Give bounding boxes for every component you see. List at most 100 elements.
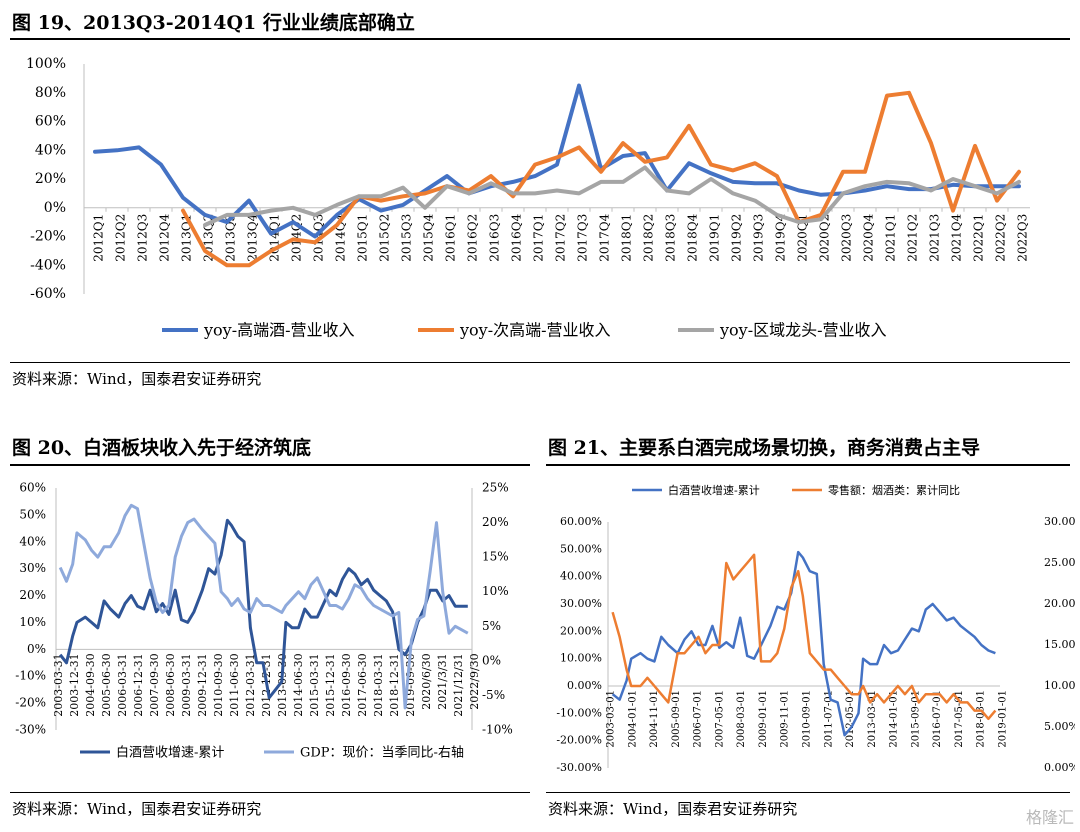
series-line — [181, 90, 1021, 268]
y2-tick-label: -5% — [482, 688, 505, 702]
y2-tick-label: 25.00% — [1044, 556, 1075, 569]
fig20-source: 资料来源：Wind，国泰君安证券研究 — [12, 800, 262, 818]
x-tick-label: 2017Q3 — [576, 214, 590, 262]
y-tick-label: -30% — [15, 723, 46, 737]
x-tick-label: 2009-12-31 — [196, 653, 209, 716]
x-tick-label: 2019-01-01 — [998, 690, 1009, 748]
x-tick-label: 2015Q4 — [422, 213, 436, 261]
y-tick-label: 0% — [27, 642, 46, 656]
y-tick-label: 50.00% — [560, 542, 602, 555]
y2-tick-label: 0.00% — [1044, 761, 1075, 774]
y-tick-label: 60% — [35, 114, 66, 130]
x-tick-label: 2018-03-31 — [372, 653, 385, 716]
x-tick-label: 2015Q2 — [378, 214, 392, 262]
x-tick-label: 2017Q2 — [554, 214, 568, 262]
x-tick-label: 2016Q4 — [510, 213, 524, 261]
x-tick-label: 2013-03-01 — [867, 690, 878, 748]
y2-tick-label: 30.00% — [1044, 515, 1075, 528]
x-tick-label: 2012Q2 — [114, 214, 128, 262]
fig21-title-rule — [546, 464, 1070, 466]
y-tick-label: 0.00% — [567, 679, 602, 692]
series-line — [58, 503, 469, 710]
x-tick-label: 2021Q2 — [906, 214, 920, 262]
y2-tick-label: 0% — [482, 653, 501, 667]
x-tick-label: 2012-03-31 — [244, 653, 257, 716]
y-tick-label: -20% — [30, 229, 66, 245]
y-tick-label: 20% — [19, 588, 46, 602]
x-tick-label: 2018-12-31 — [388, 653, 401, 716]
x-tick-label: 2014-06-30 — [292, 653, 305, 716]
x-tick-label: 2022Q1 — [972, 214, 986, 262]
fig20-title: 图 20、白酒板块收入先于经济筑底 — [12, 437, 312, 459]
fig20-source-rule — [10, 792, 530, 793]
y2-tick-label: 10.00% — [1044, 679, 1075, 692]
y-tick-label: -20.00% — [556, 734, 602, 747]
x-tick-label: 2016-07-01 — [932, 690, 943, 748]
x-tick-label: 2009-01-01 — [758, 690, 769, 748]
y-tick-label: 10.00% — [560, 652, 602, 665]
x-tick-label: 2012Q3 — [136, 214, 150, 262]
y-tick-label: -30.00% — [556, 761, 602, 774]
watermark-logo: 格隆汇 — [1025, 808, 1074, 827]
x-tick-label: 2015-03-31 — [308, 653, 321, 716]
x-tick-label: 2021Q1 — [884, 214, 898, 262]
y2-tick-label: 15.00% — [1044, 638, 1075, 651]
y-tick-label: 40% — [19, 534, 46, 548]
x-tick-label: 2016Q1 — [444, 214, 458, 262]
x-tick-label: 2019Q4 — [774, 213, 788, 261]
x-tick-label: 2016Q3 — [488, 214, 502, 262]
y2-tick-label: 10% — [482, 584, 509, 598]
y-tick-label: 20% — [35, 171, 66, 187]
x-tick-label: 2009-03-31 — [180, 653, 193, 716]
x-tick-label: 2013-09-30 — [276, 653, 289, 716]
y-tick-label: -60% — [30, 286, 66, 302]
legend-label: GDP：现价：当季同比-右轴 — [300, 746, 464, 761]
x-tick-label: 2014-01-01 — [889, 690, 900, 748]
x-tick-label: 2009-11-01 — [780, 690, 791, 748]
y-tick-label: -20% — [15, 696, 46, 710]
y2-tick-label: 20.00% — [1044, 597, 1075, 610]
x-tick-label: 2017-05-01 — [954, 690, 965, 748]
x-tick-label: 2014Q1 — [268, 214, 282, 262]
legend-label: 白酒营收增速-累计 — [668, 483, 760, 497]
fig19-title: 图 19、2013Q3-2014Q1 行业业绩底部确立 — [12, 12, 415, 34]
y-tick-label: 40% — [35, 142, 66, 158]
x-tick-label: 2011-07-01 — [823, 690, 834, 748]
x-tick-label: 2022Q2 — [994, 214, 1008, 262]
x-tick-label: 2012Q4 — [158, 213, 172, 261]
y-tick-label: 60.00% — [560, 515, 602, 528]
fig20-chart: 60% 50% 40% 30% 20% 10% 0% -10% -20% -30% 25% 20% 15… — [15, 481, 513, 761]
x-tick-label: 2015Q1 — [356, 214, 370, 262]
x-tick-label: 2016-09-30 — [340, 653, 353, 716]
fig19-title-rule — [10, 38, 1070, 40]
x-tick-label: 2012-05-01 — [845, 690, 856, 748]
series-line — [93, 83, 1021, 239]
x-tick-label: 2010-09-01 — [802, 690, 813, 748]
x-tick-label: 2005-09-01 — [671, 690, 682, 748]
x-tick-label: 2018Q3 — [664, 214, 678, 262]
y-tick-label: -10% — [15, 669, 46, 683]
fig21-chart: 60.00% 50.00% 40.00% 30.00% 20.00% 10.00% 0.00… — [556, 483, 1075, 774]
x-tick-label: 2017Q1 — [532, 214, 546, 262]
series-line — [611, 550, 996, 737]
legend-label: 零售额：烟酒类：累计同比 — [828, 483, 960, 497]
y2-tick-label: -10% — [482, 723, 513, 737]
y2-tick-label: 5.00% — [1044, 720, 1075, 733]
x-tick-label: 2015-12-31 — [324, 653, 337, 716]
x-tick-label: 2015-09-01 — [910, 690, 921, 748]
x-tick-label: 2013Q4 — [246, 213, 260, 261]
x-tick-label: 2013Q3 — [224, 214, 238, 262]
y-tick-label: -10.00% — [556, 706, 602, 719]
x-tick-label: 2003-03-31 — [52, 653, 65, 716]
x-tick-label: 2018Q2 — [642, 214, 656, 262]
x-tick-label: 2020Q4 — [862, 213, 876, 261]
x-tick-label: 2003-03-01 — [606, 690, 617, 748]
x-tick-label: 2017Q4 — [598, 213, 612, 261]
x-tick-label: 2018Q1 — [620, 214, 634, 262]
legend-label: 白酒营收增速-累计 — [116, 745, 224, 761]
x-tick-label: 2021/3/31 — [436, 653, 449, 709]
y2-tick-label: 15% — [482, 550, 509, 564]
x-tick-label: 2020Q1 — [796, 214, 810, 262]
x-tick-label: 2017-06-30 — [356, 653, 369, 716]
x-tick-label: 2008-03-01 — [736, 690, 747, 748]
